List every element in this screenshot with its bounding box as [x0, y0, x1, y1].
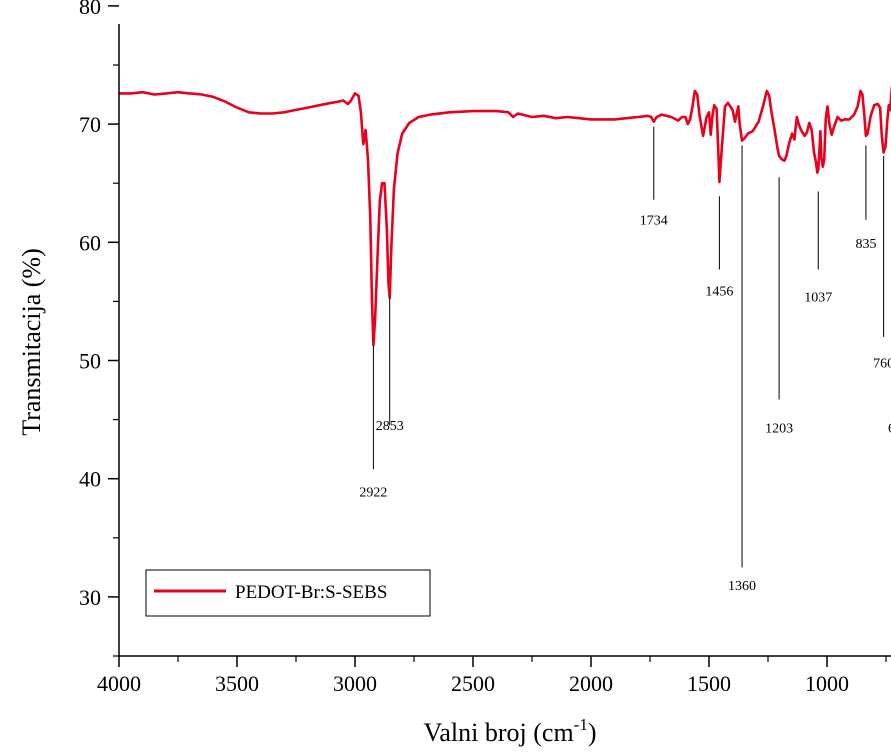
x-axis-title: Valni broj (cm-1)	[423, 715, 596, 747]
legend-label: PEDOT-Br:S-SEBS	[235, 582, 387, 603]
y-tick-label: 80	[79, 0, 101, 19]
x-axis-title-main: Valni broj (cm	[423, 718, 573, 747]
peak-label: 1037	[804, 290, 832, 305]
x-axis-title-close: )	[588, 718, 597, 747]
peak-label: 1734	[640, 214, 668, 229]
peak-label: 697	[888, 422, 891, 437]
y-tick-label: 30	[79, 585, 101, 610]
peak-label: 2853	[376, 419, 404, 434]
peak-label: 1456	[705, 284, 733, 299]
x-tick-label: 2000	[569, 671, 613, 696]
y-axis-title: Transmitacija (%)	[17, 248, 46, 436]
x-tick-label: 1500	[687, 671, 731, 696]
peak-label: 760	[873, 357, 891, 372]
x-tick-labels: 4000 3500 3000 2500 2000 1500 1000	[97, 671, 849, 696]
x-tick-label: 3500	[215, 671, 259, 696]
y-tick-label: 70	[79, 112, 101, 137]
legend-box	[145, 569, 431, 617]
peak-label: 2922	[359, 485, 387, 500]
x-tick-label: 3000	[333, 671, 377, 696]
peak-label: 835	[855, 237, 876, 252]
peak-annotations: 2922 2853 1734 1456 1360 1203 1037 835 760 697	[359, 126, 891, 594]
series-layer	[119, 85, 891, 347]
legend: PEDOT-Br:S-SEBS	[145, 569, 431, 617]
y-tick-label: 60	[79, 230, 101, 255]
x-tick-label: 4000	[97, 671, 141, 696]
peak-label: 1203	[765, 422, 793, 437]
x-axis-title-sup: -1	[574, 715, 588, 734]
peak-label: 1360	[728, 579, 756, 594]
y-tick-label: 50	[79, 349, 101, 374]
y-tick-label: 40	[79, 467, 101, 492]
x-tick-label: 1000	[805, 671, 849, 696]
tick-marks	[108, 5, 887, 667]
x-tick-label: 2500	[451, 671, 495, 696]
y-tick-labels: 30 40 50 60 70 80	[79, 0, 101, 610]
series-line	[119, 85, 891, 347]
